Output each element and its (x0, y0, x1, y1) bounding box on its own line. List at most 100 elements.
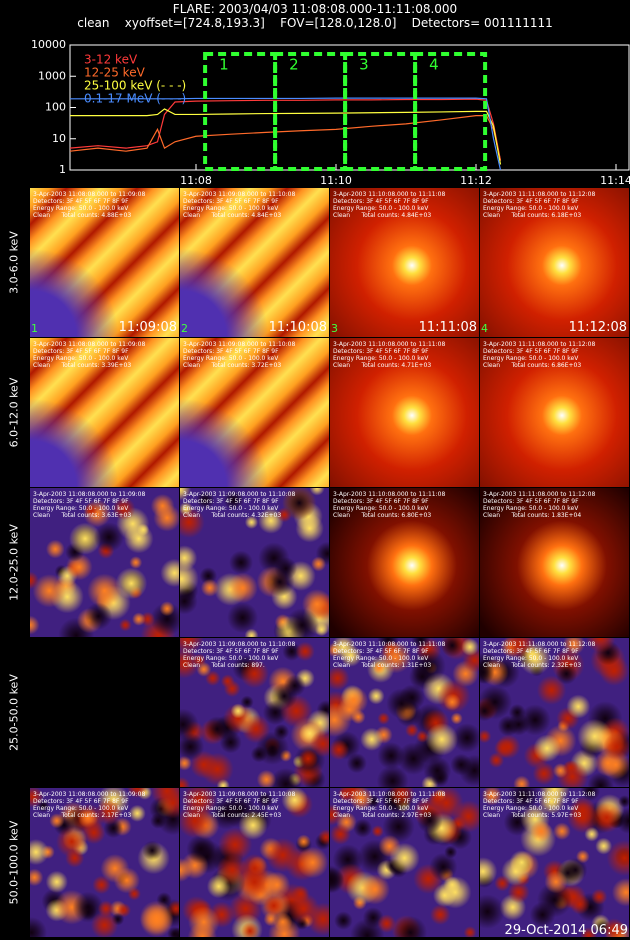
image-panel: 3-Apr-2003 11:09:08.000 to 11:10:08 Detec… (180, 188, 329, 337)
image-panel: 3-Apr-2003 11:10:08.000 to 11:11:08 Detec… (330, 638, 479, 787)
panel-info: Energy Range: 50.0 - 100.0 keV (333, 655, 429, 662)
image-panel: 3-Apr-2003 11:09:08.000 to 11:10:08 Detec… (180, 338, 329, 487)
image-panel: 3-Apr-2003 11:08:08.000 to 11:09:08 Detec… (30, 338, 179, 487)
plot-frame (69, 44, 630, 171)
header-line: clean xyoffset=[724.8,193.3] FOV=[128.0,… (77, 16, 553, 30)
legend-entry: 12-25 keV (84, 66, 146, 80)
time-interval (203, 52, 278, 171)
panel-info: Energy Range: 50.0 - 100.0 keV (483, 655, 579, 662)
panel-info: 3-Apr-2003 11:11:08.000 to 11:12:08 (483, 341, 596, 348)
series-line (69, 98, 502, 161)
panel-info: 3-Apr-2003 11:09:08.000 to 11:10:08 (183, 191, 296, 198)
panel-info: Clean Total counts: 1.83E+04 (483, 512, 582, 519)
image-panel: 3-Apr-2003 11:11:08.000 to 11:12:08 Detec… (480, 788, 629, 937)
interval-label: 1 (219, 56, 229, 74)
panel-info: Clean Total counts: 4.88E+03 (33, 212, 132, 219)
image-panel: 3-Apr-2003 11:09:08.000 to 11:10:08 Detec… (180, 488, 329, 637)
panel-info: 3-Apr-2003 11:08:08.000 to 11:09:08 (33, 791, 146, 798)
panel-info: Clean Total counts: 5.97E+03 (483, 812, 582, 819)
panel-info: Energy Range: 50.0 - 100.0 keV (333, 805, 429, 812)
series-line (70, 108, 502, 165)
panel-info: Energy Range: 50.0 - 100.0 keV (183, 805, 279, 812)
panel-info: 3-Apr-2003 11:09:08.000 to 11:10:08 (183, 791, 296, 798)
panel-info: Detectors: 3F 4F 5F 6F 7F 8F 9F (483, 498, 579, 505)
panel-info: Energy Range: 50.0 - 100.0 keV (333, 355, 429, 362)
panel-info: Energy Range: 50.0 - 100.0 keV (333, 505, 429, 512)
panel-info: Detectors: 3F 4F 5F 6F 7F 8F 9F (183, 798, 279, 805)
legend-entry: 25-100 keV (- - -) (84, 79, 186, 93)
interval-label: 2 (289, 56, 299, 74)
panel-info: Clean Total counts: 3.72E+03 (183, 362, 282, 369)
panel-info: 3-Apr-2003 11:08:08.000 to 11:09:08 (33, 191, 146, 198)
panel-info: Detectors: 3F 4F 5F 6F 7F 8F 9F (33, 798, 129, 805)
panel-info: 3-Apr-2003 11:11:08.000 to 11:12:08 (483, 791, 596, 798)
panel-info: Energy Range: 50.0 - 100.0 keV (483, 805, 579, 812)
energy-label: 3.0-6.0 keV (7, 231, 21, 294)
x-tick-label: 11:10 (320, 174, 352, 186)
panel-info: Clean Total counts: 2.32E+03 (483, 662, 582, 669)
energy-label: 12.0-25.0 keV (7, 524, 21, 601)
energy-label: 50.0-100.0 keV (7, 820, 21, 905)
panel-info: Clean Total counts: 2.45E+03 (183, 812, 282, 819)
panel-info: Clean Total counts: 4.32E+03 (183, 512, 282, 519)
panel-info: Energy Range: 50.0 - 100.0 keV (183, 655, 279, 662)
panel-info: 3-Apr-2003 11:09:08.000 to 11:10:08 (183, 641, 296, 648)
series-line (69, 115, 502, 161)
panel-time: 11:09:08 (118, 320, 177, 335)
image-panel: 3-Apr-2003 11:08:08.000 to 11:09:08 Detec… (30, 188, 179, 337)
image-panel: 3-Apr-2003 11:08:08.000 to 11:09:08 Detec… (30, 488, 179, 637)
panel-info: Detectors: 3F 4F 5F 6F 7F 8F 9F (333, 348, 429, 355)
panel-info: Detectors: 3F 4F 5F 6F 7F 8F 9F (483, 798, 579, 805)
time-interval (273, 52, 348, 171)
panel-info: Detectors: 3F 4F 5F 6F 7F 8F 9F (183, 648, 279, 655)
panel-info: Detectors: 3F 4F 5F 6F 7F 8F 9F (183, 198, 279, 205)
panel-info: Detectors: 3F 4F 5F 6F 7F 8F 9F (483, 198, 579, 205)
x-tick-label: 11:14 (600, 174, 630, 186)
panel-info: Detectors: 3F 4F 5F 6F 7F 8F 9F (333, 498, 429, 505)
image-panel: 3-Apr-2003 11:10:08.000 to 11:11:08 Detec… (330, 188, 479, 337)
panel-info: Clean Total counts: 897. (183, 662, 265, 669)
panel-info: Detectors: 3F 4F 5F 6F 7F 8F 9F (33, 198, 129, 205)
image-panel: 3-Apr-2003 11:11:08.000 to 11:12:08 Detec… (480, 188, 629, 337)
series-line (70, 97, 502, 171)
footer: 29-Oct-2014 06:49 (504, 923, 628, 938)
panel-time: 11:11:08 (418, 320, 477, 335)
panel-info: 3-Apr-2003 11:11:08.000 to 11:12:08 (483, 641, 596, 648)
panel-info: Clean Total counts: 6.86E+03 (483, 362, 582, 369)
panel-info: 3-Apr-2003 11:10:08.000 to 11:11:08 (333, 641, 446, 648)
panel-info: 3-Apr-2003 11:10:08.000 to 11:11:08 (333, 791, 446, 798)
y-tick-label: 10000 (31, 38, 66, 51)
legend-entry: 0.1-17 MeV (- - -) (84, 92, 186, 106)
panel-info: 3-Apr-2003 11:10:08.000 to 11:11:08 (333, 191, 446, 198)
y-tick-label: 1000 (38, 69, 66, 82)
y-tick-label: 10 (52, 132, 66, 145)
x-tick-label: 11:08 (180, 174, 212, 186)
image-panel: 3-Apr-2003 11:10:08.000 to 11:11:08 Detec… (330, 488, 479, 637)
panel-info: Energy Range: 50.0 - 100.0 keV (483, 205, 579, 212)
panel-info: Energy Range: 50.0 - 100.0 keV (33, 805, 129, 812)
panel-info: Energy Range: 50.0 - 100.0 keV (183, 505, 279, 512)
panel-info: Detectors: 3F 4F 5F 6F 7F 8F 9F (183, 348, 279, 355)
panel-info: 3-Apr-2003 11:11:08.000 to 11:12:08 (483, 491, 596, 498)
panel-info: 3-Apr-2003 11:08:08.000 to 11:09:08 (33, 491, 146, 498)
panel-index: 4 (481, 322, 488, 335)
panel-info: Clean Total counts: 4.71E+03 (333, 362, 432, 369)
panel-info: 3-Apr-2003 11:08:08.000 to 11:09:08 (33, 341, 146, 348)
interval-label: 4 (429, 56, 439, 74)
panel-info: Detectors: 3F 4F 5F 6F 7F 8F 9F (183, 498, 279, 505)
panel-info: Clean Total counts: 4.84E+03 (183, 212, 282, 219)
panel-info: 3-Apr-2003 11:11:08.000 to 11:12:08 (483, 191, 596, 198)
panel-info: 3-Apr-2003 11:10:08.000 to 11:11:08 (333, 341, 446, 348)
image-panel: 3-Apr-2003 11:11:08.000 to 11:12:08 Detec… (480, 638, 629, 787)
image-panel: 3-Apr-2003 11:09:08.000 to 11:10:08 Detec… (180, 638, 329, 787)
panel-index: 2 (181, 322, 188, 335)
panel-info: Clean Total counts: 2.17E+03 (33, 812, 132, 819)
panel-time: 11:10:08 (268, 320, 327, 335)
lightcurve: 1 10 100 1000 10000 11:08 11:10 11:12 11:14 3-12 … (31, 38, 630, 186)
panel-info: 3-Apr-2003 11:10:08.000 to 11:11:08 (333, 491, 446, 498)
panel-info: 3-Apr-2003 11:09:08.000 to 11:10:08 (183, 491, 296, 498)
energy-label: 6.0-12.0 keV (7, 377, 21, 448)
panel-info: Energy Range: 50.0 - 100.0 keV (333, 205, 429, 212)
image-panel: 3-Apr-2003 11:10:08.000 to 11:11:08 Detec… (330, 338, 479, 487)
legend-entry: 3-12 keV (84, 53, 138, 67)
